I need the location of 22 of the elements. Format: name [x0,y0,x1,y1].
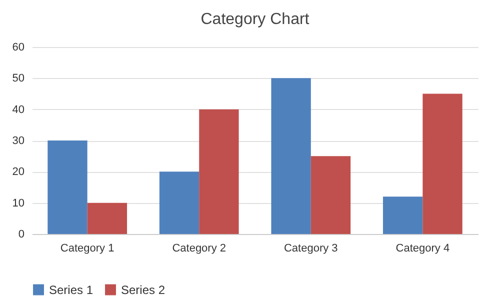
y-tick-label: 10 [12,197,24,210]
x-tick-label: Category 2 [172,242,226,254]
y-tick-label: 20 [12,166,24,178]
y-tick-label: 60 [12,42,24,54]
chart-title: Category Chart [200,11,310,28]
bar [382,196,423,234]
x-tick-label: Category 3 [284,242,338,254]
y-tick-label: 0 [18,228,24,240]
y-tick-label: 50 [12,72,24,85]
legend-label: Series 1 [49,282,94,296]
y-tick-label: 30 [12,135,24,147]
bar [271,78,311,234]
bar [422,94,462,234]
legend-label: Series 2 [121,282,166,296]
bar [159,172,200,234]
bar [87,202,128,234]
x-tick-label: Category 4 [396,242,450,254]
bar [48,140,88,234]
bar [199,109,239,234]
y-tick-label: 40 [12,104,24,116]
bar [310,156,351,234]
x-tick-label: Category 1 [60,242,114,254]
